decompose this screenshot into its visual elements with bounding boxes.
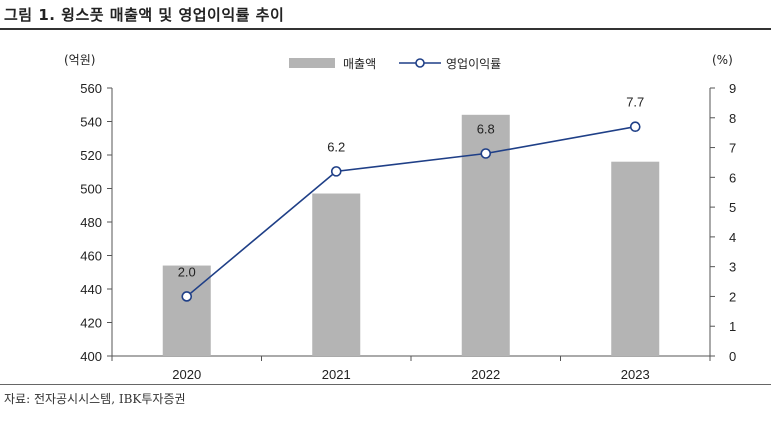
line-series <box>181 121 641 302</box>
data-labels: 2.0 6.2 6.8 7.7 <box>178 95 645 280</box>
line-point <box>330 166 342 177</box>
x-tick-label: 2022 <box>471 367 500 382</box>
x-tick-label: 2023 <box>621 367 650 382</box>
left-tick-label: 540 <box>80 115 102 130</box>
bars <box>162 114 660 356</box>
left-tick-label: 520 <box>80 148 102 163</box>
source-note: 자료: 전자공시시스템, IBK투자증권 <box>4 392 186 406</box>
figure-title: 그림 1. 윙스풋 매출액 및 영업이익률 추이 <box>4 6 285 24</box>
left-tick-label: 500 <box>80 182 102 197</box>
axes: 400 420 440 460 480 500 520 540 560 0 1 2 3 4 5 6 7 8 9 202… <box>64 53 736 382</box>
line-data-label: 7.7 <box>626 95 644 110</box>
right-tick-label: 5 <box>729 200 736 215</box>
bar-revenue <box>611 161 660 356</box>
right-tick-label: 7 <box>729 141 736 156</box>
x-tick-label: 2021 <box>322 367 351 382</box>
right-tick-label: 0 <box>729 349 736 364</box>
left-tick-label: 400 <box>80 349 102 364</box>
combo-chart: 400 420 440 460 480 500 520 540 560 0 1 2 3 4 5 6 7 8 9 202… <box>64 53 736 382</box>
bar-revenue <box>162 265 211 356</box>
line-point <box>480 148 492 159</box>
line-point <box>181 291 193 302</box>
line-operating-margin <box>186 125 636 298</box>
left-tick-label: 440 <box>80 282 102 297</box>
legend: 매출액 영업이익률 <box>289 57 501 71</box>
left-axis-unit: (억원) <box>64 53 95 67</box>
left-tick-label: 560 <box>80 81 102 96</box>
line-point <box>629 121 641 133</box>
legend-swatch-revenue <box>289 58 335 68</box>
right-tick-label: 9 <box>729 81 736 96</box>
right-tick-label: 2 <box>729 289 736 304</box>
left-tick-label: 460 <box>80 249 102 264</box>
legend-marker-margin <box>415 58 425 68</box>
bar-revenue <box>312 193 361 356</box>
line-data-label: 6.2 <box>327 139 345 154</box>
right-tick-label: 4 <box>729 230 736 245</box>
left-tick-label: 480 <box>80 215 102 230</box>
x-tick-label: 2020 <box>172 367 201 382</box>
legend-label-margin: 영업이익률 <box>446 57 501 71</box>
right-tick-label: 6 <box>729 170 736 185</box>
legend-label-revenue: 매출액 <box>343 57 376 71</box>
right-tick-label: 3 <box>729 260 736 275</box>
left-tick-label: 420 <box>80 316 102 331</box>
title-divider <box>0 28 771 30</box>
right-axis-unit: (%) <box>712 53 733 67</box>
right-tick-label: 8 <box>729 111 736 126</box>
source-divider <box>0 384 771 385</box>
line-data-label: 2.0 <box>178 264 196 279</box>
right-tick-label: 1 <box>729 319 736 334</box>
line-data-label: 6.8 <box>477 122 495 137</box>
